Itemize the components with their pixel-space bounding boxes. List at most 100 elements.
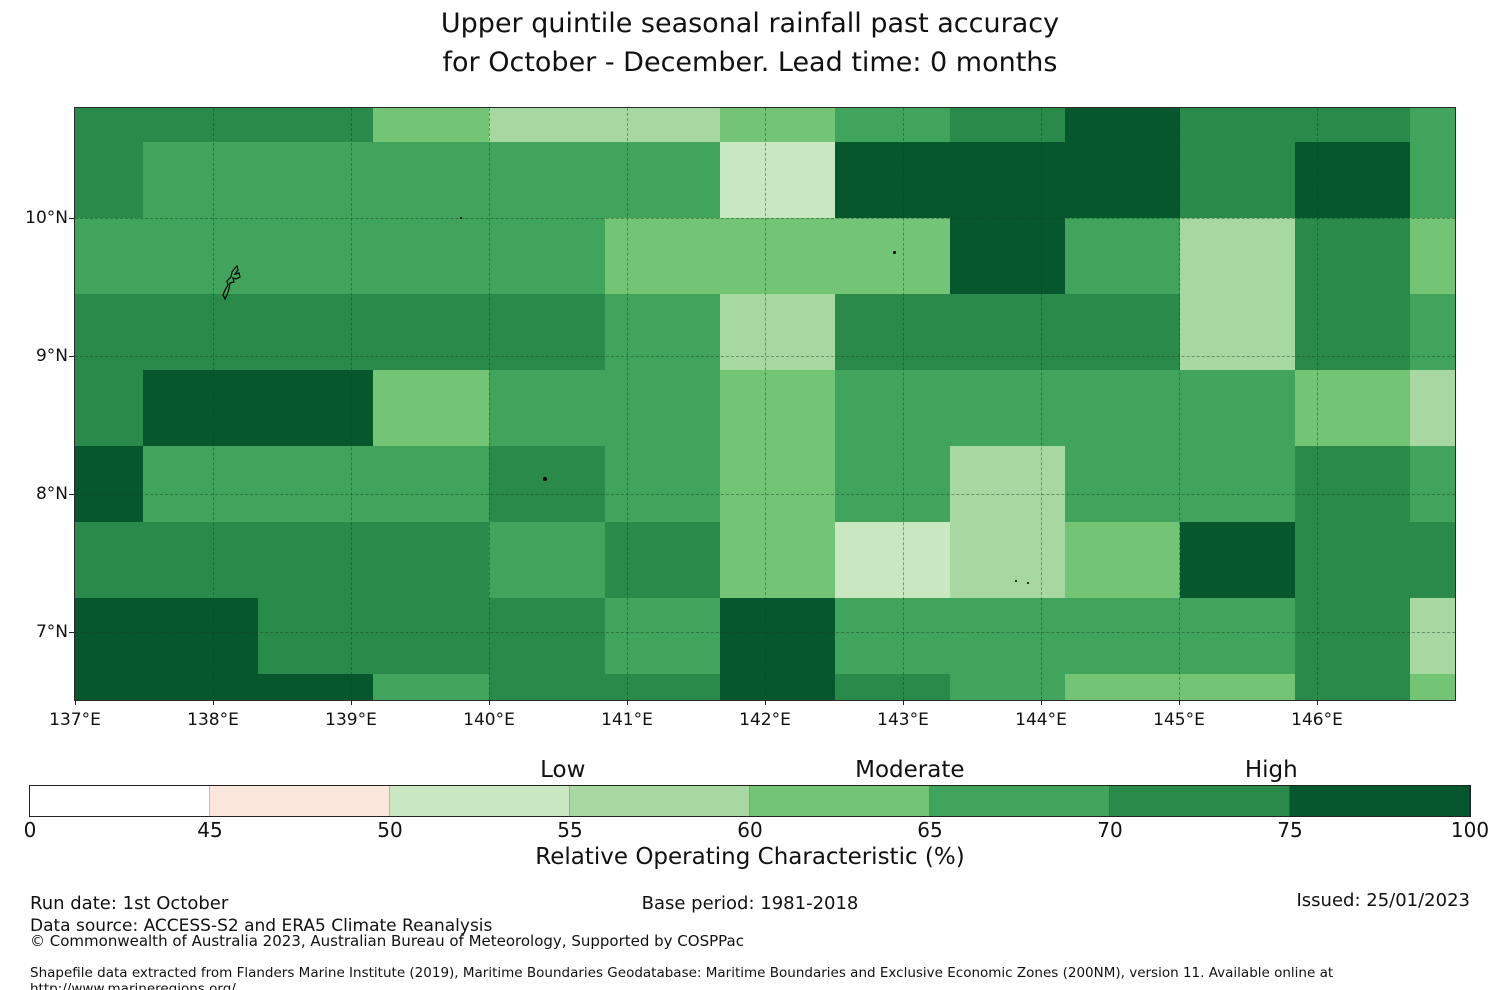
heatmap-cell [257, 108, 373, 142]
heatmap-cell [488, 108, 605, 142]
heatmap-cell [1294, 370, 1410, 446]
heatmap-cell [949, 294, 1065, 370]
small-island-dot [893, 250, 897, 254]
colorbar-segment [1290, 786, 1470, 816]
latitude-gridline [75, 493, 1455, 495]
colorbar-tick-label: 45 [197, 818, 223, 842]
colorbar-zone-label: High [1244, 757, 1298, 783]
heatmap-cell [1294, 142, 1410, 218]
heatmap-cell [372, 294, 489, 370]
heatmap-cell [1064, 218, 1180, 294]
heatmap-cell [142, 218, 258, 294]
x-tick-label: 138°E [187, 710, 239, 730]
colorbar-segment [390, 786, 570, 816]
colorbar-segment [210, 786, 390, 816]
colorbar-tick-label: 50 [377, 818, 403, 842]
heatmap-cell [488, 522, 605, 598]
heatmap-cell [257, 294, 373, 370]
heatmap-cell [719, 370, 835, 446]
longitude-gridline [489, 108, 490, 700]
heatmap-cell [1179, 370, 1295, 446]
x-tick-label: 137°E [49, 710, 101, 730]
x-tick-mark [1179, 700, 1180, 705]
heatmap-cell [1179, 108, 1295, 142]
heatmap-cell [488, 370, 605, 446]
heatmap-cell [604, 598, 720, 674]
heatmap-cell [1064, 446, 1180, 522]
heatmap-cell [1409, 446, 1455, 522]
heatmap-cell [604, 142, 720, 218]
shapefile-note-text: Shapefile data extracted from Flanders M… [30, 965, 1334, 990]
heatmap-cell [1294, 218, 1410, 294]
heatmap-cell [1179, 674, 1295, 700]
x-tick-label: 143°E [877, 710, 929, 730]
heatmap-cell [372, 142, 489, 218]
heatmap-cell [834, 142, 950, 218]
heatmap-cell [604, 674, 720, 700]
heatmap-cell [372, 370, 489, 446]
heatmap-cell [372, 522, 489, 598]
x-tick-mark [1317, 700, 1318, 705]
longitude-gridline [1041, 108, 1042, 700]
heatmap-cell [75, 108, 143, 142]
heatmap-row [75, 370, 1455, 446]
heatmap-cell [75, 142, 143, 218]
y-tick-label: 10°N [25, 207, 68, 228]
colorbar-tick-label: 0 [23, 818, 37, 842]
heatmap-cell [1294, 294, 1410, 370]
colorbar-tick-label: 100 [1450, 818, 1490, 842]
heatmap-cell [142, 370, 258, 446]
heatmap-cell [719, 294, 835, 370]
longitude-gridline [765, 108, 766, 700]
chart-title-line1: Upper quintile seasonal rainfall past ac… [440, 8, 1060, 39]
heatmap-cell [1064, 108, 1180, 142]
y-tick-label: 9°N [35, 345, 68, 366]
colorbar-tick-label: 65 [917, 818, 943, 842]
heatmap-cell [257, 598, 373, 674]
data-source-text: Data source: ACCESS-S2 and ERA5 Climate … [30, 916, 493, 936]
heatmap-cell [719, 142, 835, 218]
base-period-text: Base period: 1981-2018 [641, 893, 859, 914]
x-tick-mark [903, 700, 904, 705]
heatmap-cell [949, 142, 1065, 218]
heatmap-cell [257, 142, 373, 218]
x-tick-label: 146°E [1291, 710, 1343, 730]
x-tick-mark [489, 700, 490, 705]
colorbar [29, 785, 1471, 817]
heatmap-cell [257, 446, 373, 522]
heatmap-cell [257, 674, 373, 700]
heatmap-cell [1409, 674, 1455, 700]
heatmap-cell [1409, 522, 1455, 598]
heatmap-cell [604, 108, 720, 142]
heatmap-cell [372, 108, 489, 142]
heatmap-cell [372, 598, 489, 674]
colorbar-tick-label: 60 [737, 818, 763, 842]
heatmap-cell [142, 294, 258, 370]
heatmap-cell [1179, 446, 1295, 522]
heatmap-cell [257, 522, 373, 598]
heatmap-cell [834, 370, 950, 446]
heatmap-cell [75, 522, 143, 598]
colorbar-segment [750, 786, 930, 816]
heatmap-cell [142, 522, 258, 598]
heatmap-row [75, 142, 1455, 218]
colorbar-zone-label: Low [540, 757, 586, 783]
heatmap-cell [75, 446, 143, 522]
y-tick-mark [69, 493, 74, 495]
heatmap-cell [75, 674, 143, 700]
heatmap-row [75, 108, 1455, 142]
heatmap-cell [1294, 598, 1410, 674]
heatmap-row [75, 446, 1455, 522]
x-tick-mark [1041, 700, 1042, 705]
heatmap-cell [604, 294, 720, 370]
colorbar-segment [570, 786, 750, 816]
heatmap-cell [1294, 446, 1410, 522]
heatmap-cell [1179, 598, 1295, 674]
heatmap-cell [488, 598, 605, 674]
heatmap-cell [719, 598, 835, 674]
heatmap-row [75, 674, 1455, 700]
heatmap-cell [834, 218, 950, 294]
heatmap-cell [1409, 370, 1455, 446]
small-island-dot [542, 476, 547, 481]
